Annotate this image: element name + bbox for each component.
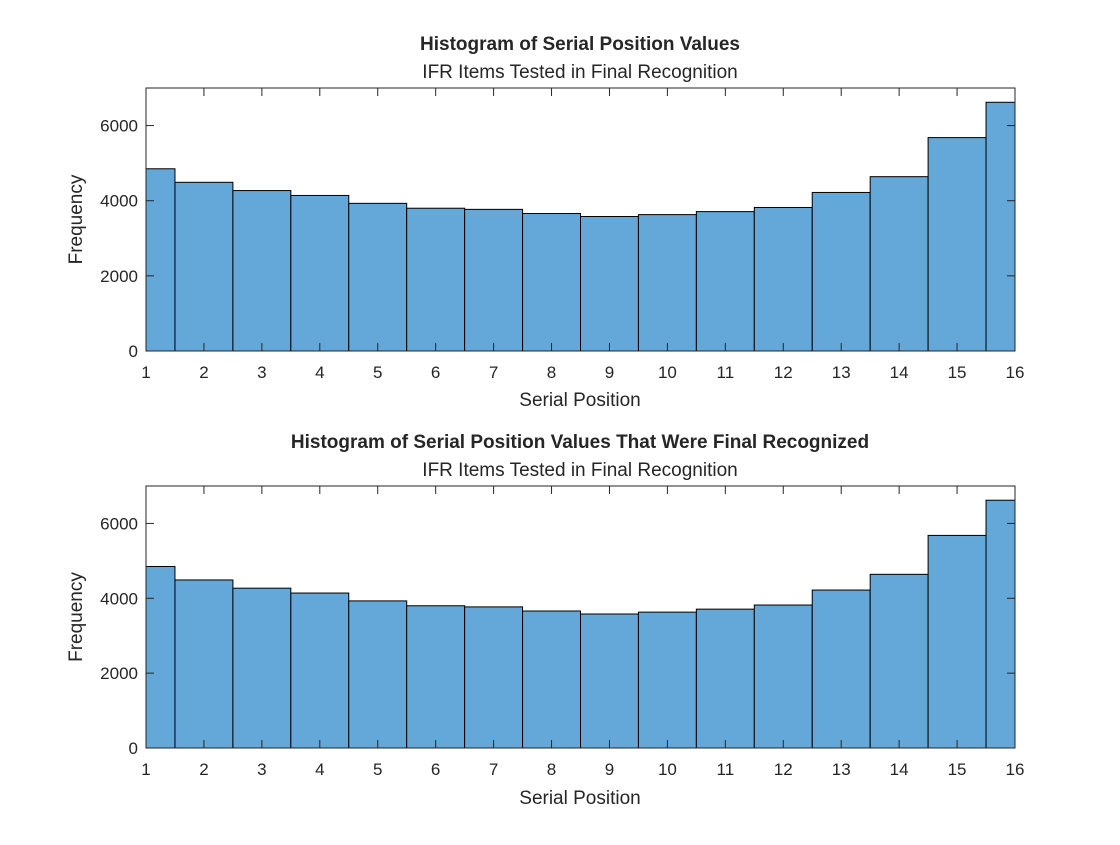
- x-tick-label: 4: [315, 760, 324, 779]
- x-tick-label: 8: [547, 363, 556, 382]
- x-tick-label: 7: [489, 363, 498, 382]
- histogram-bar: [869, 176, 929, 352]
- histogram-bar: [927, 534, 987, 749]
- y-axis-label: Frequency: [66, 174, 87, 264]
- x-tick-label: 1: [141, 760, 150, 779]
- bar-group: [145, 499, 1016, 749]
- histogram-bar: [695, 608, 755, 749]
- histogram-bar: [290, 592, 350, 749]
- y-tick-label: 4000: [100, 192, 138, 211]
- histogram-bar: [637, 214, 697, 352]
- x-tick-label: 7: [489, 760, 498, 779]
- axes-box: [145, 87, 1016, 352]
- y-tick-label: 6000: [100, 514, 138, 533]
- histogram-bar: [522, 610, 581, 749]
- x-tick-label: 13: [832, 760, 851, 779]
- x-tick-label: 3: [257, 760, 266, 779]
- x-tick-label: 6: [431, 760, 440, 779]
- x-tick-label: 10: [658, 760, 677, 779]
- histogram-bar: [869, 573, 929, 749]
- histogram-bar: [985, 101, 1016, 352]
- x-tick-label: 5: [373, 760, 382, 779]
- x-tick-label: 13: [832, 363, 851, 382]
- histogram-bar: [406, 207, 466, 352]
- x-tick-label: 11: [717, 760, 735, 779]
- y-tick-label: 0: [129, 739, 138, 758]
- histogram-panel-2: Histogram of Serial Position Values That…: [66, 432, 1024, 809]
- x-tick-label: 5: [373, 363, 382, 382]
- y-tick-label: 2000: [100, 664, 138, 683]
- histogram-bar: [985, 499, 1016, 749]
- bar-group: [145, 101, 1016, 352]
- histogram-bar: [811, 191, 871, 352]
- x-tick-label: 12: [774, 363, 793, 382]
- x-tick-label: 2: [199, 363, 208, 382]
- histogram-bar: [145, 565, 176, 749]
- y-tick-label: 6000: [100, 117, 138, 136]
- x-tick-label: 1: [141, 363, 150, 382]
- x-tick-label: 14: [890, 363, 909, 382]
- histogram-bar: [464, 208, 524, 352]
- histogram-bar: [174, 181, 234, 352]
- y-tick-label: 4000: [100, 589, 138, 608]
- histogram-bar: [580, 613, 639, 749]
- x-tick-label: 15: [948, 363, 967, 382]
- x-tick-label: 2: [199, 760, 208, 779]
- x-axis-label: Serial Position: [519, 390, 640, 411]
- chart-title: Histogram of Serial Position Values: [420, 34, 740, 55]
- histogram-bar: [232, 587, 292, 749]
- histogram-bar: [522, 212, 581, 352]
- histogram-bar: [753, 604, 813, 749]
- chart-subtitle: IFR Items Tested in Final Recognition: [422, 460, 737, 481]
- histogram-bar: [464, 606, 524, 749]
- x-tick-label: 9: [605, 760, 614, 779]
- histogram-bar: [348, 202, 408, 352]
- x-tick-label: 14: [890, 760, 909, 779]
- x-tick-label: 10: [658, 363, 677, 382]
- x-tick-label: 11: [717, 363, 735, 382]
- histogram-bar: [232, 190, 292, 352]
- y-axis-label: Frequency: [66, 572, 87, 662]
- x-tick-label: 12: [774, 760, 793, 779]
- histogram-bar: [290, 194, 350, 352]
- x-tick-label: 4: [315, 363, 324, 382]
- histogram-bar: [580, 215, 639, 352]
- histogram-bar: [695, 211, 755, 352]
- x-tick-label: 15: [948, 760, 967, 779]
- histogram-bar: [145, 168, 176, 352]
- histogram-panel-1: Histogram of Serial Position Values IFR …: [66, 34, 1024, 411]
- histogram-bar: [753, 206, 813, 352]
- x-tick-label: 16: [1006, 363, 1025, 382]
- x-tick-label: 8: [547, 760, 556, 779]
- histogram-bar: [406, 605, 466, 749]
- histogram-bar: [927, 137, 987, 352]
- x-tick-label: 3: [257, 363, 266, 382]
- histogram-bar: [348, 600, 408, 749]
- chart-title: Histogram of Serial Position Values That…: [291, 432, 869, 453]
- axes-box: [145, 485, 1016, 749]
- histogram-bar: [174, 579, 234, 749]
- y-tick-label: 0: [129, 342, 138, 361]
- y-tick-label: 2000: [100, 267, 138, 286]
- x-tick-label: 16: [1006, 760, 1025, 779]
- chart-subtitle: IFR Items Tested in Final Recognition: [422, 62, 737, 83]
- x-tick-label: 6: [431, 363, 440, 382]
- histogram-bar: [637, 611, 697, 749]
- histogram-bar: [811, 589, 871, 749]
- x-tick-label: 9: [605, 363, 614, 382]
- x-axis-label: Serial Position: [519, 788, 640, 809]
